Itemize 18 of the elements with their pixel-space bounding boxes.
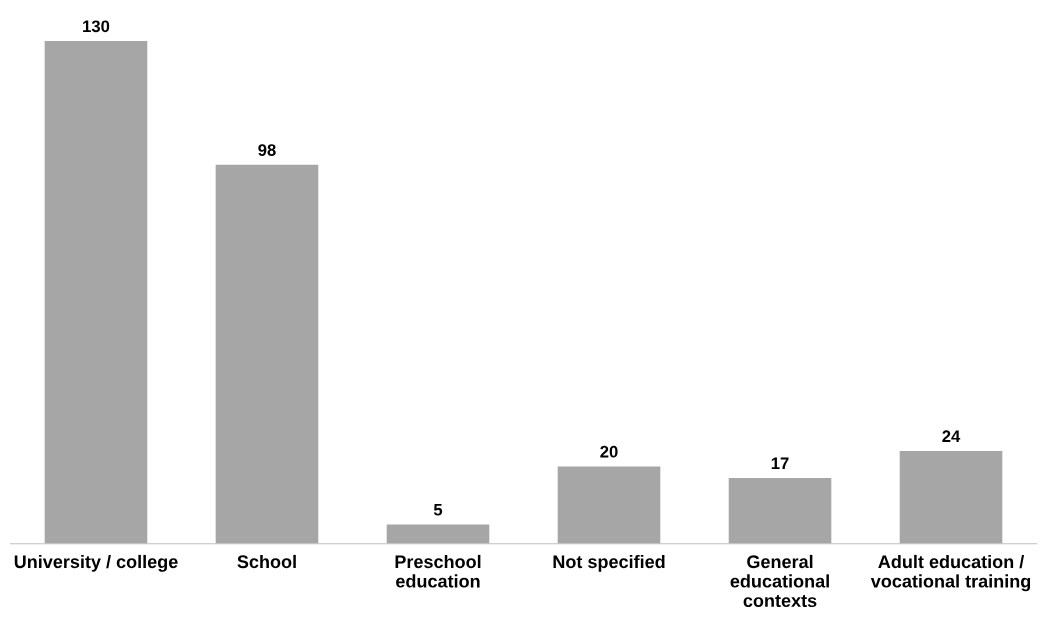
x-tick-label: Preschool education [395,554,481,588]
bar [386,524,490,544]
x-tick-label: General educational contexts [730,554,829,608]
x-tick-label: Adult education / vocational training [870,554,1031,592]
x-tick-label: Not specified [553,554,665,572]
data-label: 98 [258,144,276,156]
data-label: 17 [771,457,789,470]
data-label: 130 [83,20,110,33]
bar [44,41,148,544]
x-tick-label: School [237,554,296,569]
x-tick-label: University / college [14,554,178,572]
data-label: 5 [433,503,443,516]
bar [557,466,661,544]
bar [215,164,319,544]
bar [728,478,832,544]
bar [899,450,1003,544]
data-label: 20 [600,445,618,458]
data-label: 24 [942,430,961,442]
